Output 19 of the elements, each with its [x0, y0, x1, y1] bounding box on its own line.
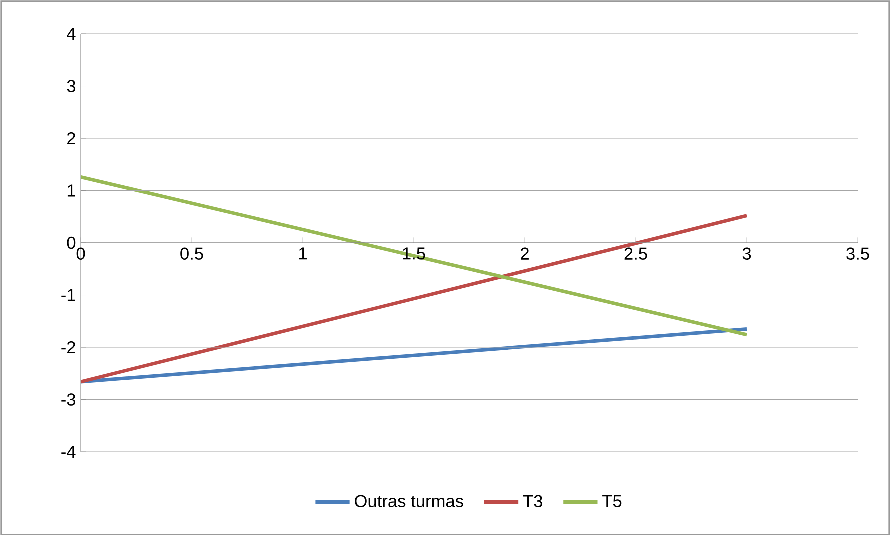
- y-tick-label: -2: [62, 341, 76, 354]
- x-tick-label: 2: [521, 248, 529, 260]
- y-tick-label: -3: [62, 394, 76, 406]
- x-tick-label: 2.5: [624, 248, 648, 260]
- y-tick-label: 1: [68, 184, 76, 197]
- x-tick-label: 1: [300, 248, 307, 260]
- x-tick-label: 0: [76, 248, 86, 260]
- legend-label: T5: [602, 495, 622, 508]
- y-tick-label: 0: [67, 236, 76, 250]
- y-tick-label: 2: [68, 132, 76, 145]
- y-tick-label: -1: [62, 289, 76, 302]
- x-tick-label: 3: [742, 248, 752, 260]
- y-tick-label: 4: [67, 28, 76, 40]
- x-tick-label: 0.5: [180, 248, 204, 260]
- legend-label: Outras turmas: [355, 495, 464, 508]
- legend-label: T3: [523, 495, 542, 508]
- y-tick-label: -4: [62, 446, 76, 458]
- x-tick-label: 3.5: [846, 248, 870, 260]
- y-tick-label: 3: [67, 80, 76, 92]
